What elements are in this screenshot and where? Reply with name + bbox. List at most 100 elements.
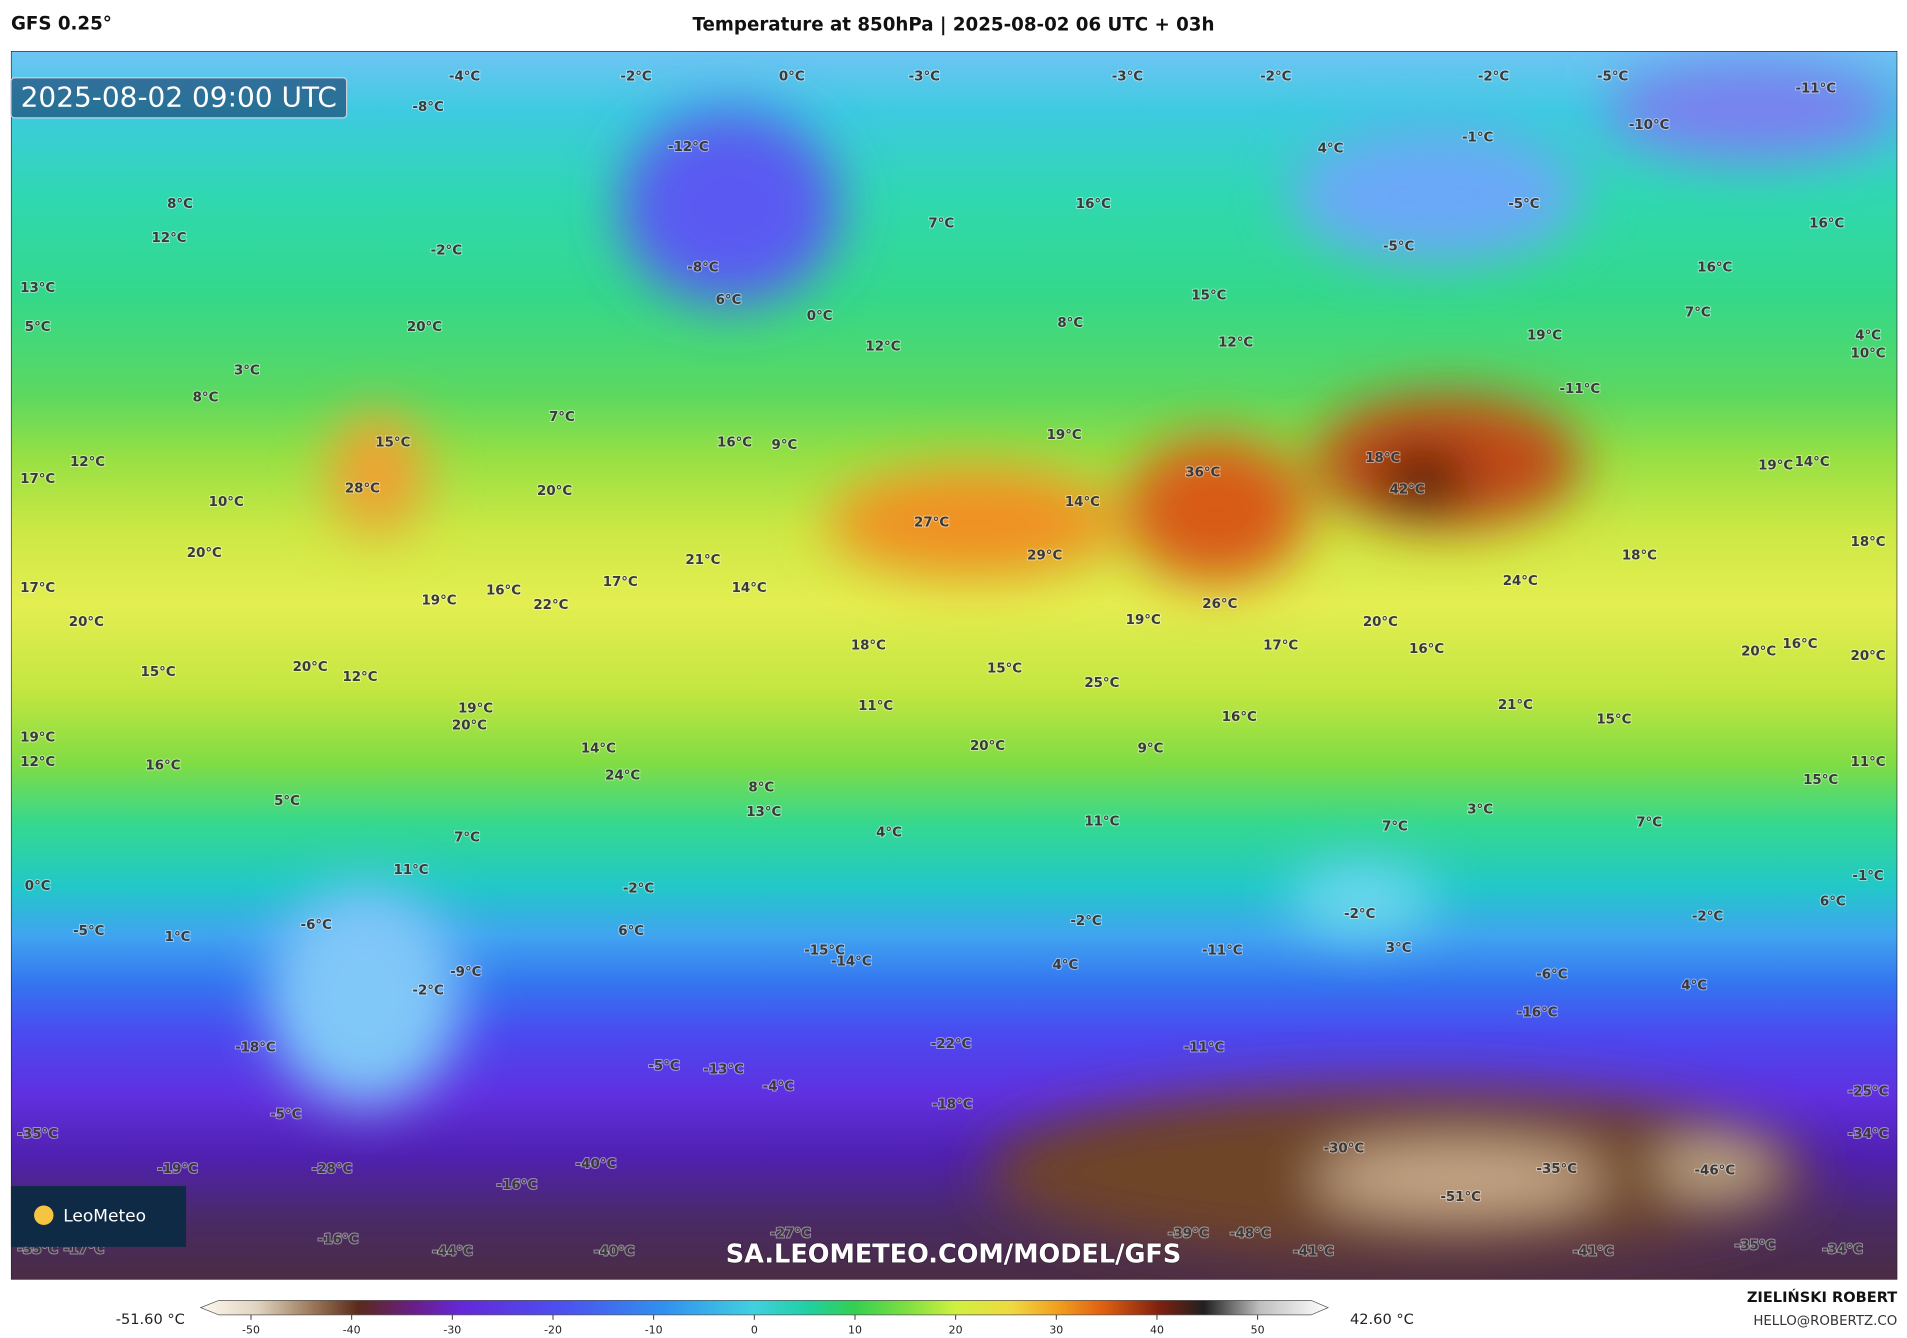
temperature-label: -48°C [1230, 1226, 1271, 1241]
colorbar-tick-label: 50 [1251, 1324, 1265, 1337]
temperature-label: -16°C [497, 1178, 538, 1193]
temperature-label: -6°C [1536, 968, 1567, 983]
temperature-label: -16°C [1517, 1005, 1558, 1020]
temperature-label: -5°C [648, 1059, 679, 1074]
temperature-label: -25°C [1848, 1084, 1889, 1099]
temperature-label: 9°C [772, 438, 798, 453]
temperature-label: 8°C [748, 780, 774, 795]
temperature-label: -30°C [1324, 1141, 1365, 1156]
temperature-label: 7°C [1382, 819, 1408, 834]
temperature-label: 24°C [1503, 574, 1538, 589]
temperature-label: 16°C [1782, 637, 1817, 652]
temperature-label: 14°C [581, 742, 616, 757]
temperature-label: 19°C [20, 731, 55, 746]
temperature-label: 16°C [145, 759, 180, 774]
temperature-label: 16°C [1409, 642, 1444, 657]
temperature-label: -14°C [831, 954, 872, 969]
temperature-label: 0°C [25, 879, 51, 894]
colorbar-tick-label: -20 [544, 1324, 562, 1337]
temperature-label: -34°C [1822, 1242, 1863, 1257]
temperature-label: 36°C [1185, 466, 1220, 481]
temperature-label: -40°C [594, 1245, 635, 1260]
temperature-label: 24°C [605, 768, 640, 783]
logo-sun [34, 1205, 54, 1225]
temperature-label: 0°C [779, 70, 805, 85]
temperature-label: 5°C [25, 320, 51, 335]
temperature-label: -9°C [450, 965, 481, 980]
temperature-label: 6°C [716, 293, 742, 308]
temperature-label: -8°C [412, 100, 443, 115]
temperature-label: 19°C [458, 701, 493, 716]
temperature-label: -39°C [1168, 1226, 1209, 1241]
temperature-label: 20°C [452, 719, 487, 734]
temperature-label: 15°C [1191, 288, 1226, 303]
temperature-label: 27°C [914, 516, 949, 531]
temperature-label: 17°C [603, 575, 638, 590]
temperature-label: 21°C [1498, 698, 1533, 713]
temperature-label: 18°C [1851, 535, 1886, 550]
temperature-field [10, 51, 1898, 1280]
temperature-label: 16°C [1076, 197, 1111, 212]
temperature-label: 10°C [209, 495, 244, 510]
temperature-label: 11°C [1851, 755, 1886, 770]
colorbar-tick-label: 20 [949, 1324, 963, 1337]
temperature-label: 26°C [1202, 597, 1237, 612]
colorbar-tick-label: -40 [343, 1324, 361, 1337]
temperature-label: 11°C [394, 863, 429, 878]
temperature-label: -28°C [312, 1162, 353, 1177]
temperature-label: 22°C [533, 598, 568, 613]
temperature-label: -22°C [931, 1037, 972, 1052]
temperature-label: 16°C [1809, 217, 1844, 232]
temperature-label: 17°C [1263, 638, 1298, 653]
temperature-label: 3°C [1467, 802, 1493, 817]
temperature-label: -2°C [412, 983, 443, 998]
temperature-label: 6°C [618, 924, 644, 939]
temperature-label: -16°C [318, 1233, 359, 1248]
temperature-label: -3°C [909, 70, 940, 85]
temperature-label: 7°C [928, 217, 954, 232]
temperature-label: -11°C [1202, 943, 1243, 958]
temperature-label: -3°C [1112, 70, 1143, 85]
temperature-label: -18°C [932, 1098, 973, 1113]
temperature-label: -11°C [1184, 1041, 1225, 1056]
temperature-label: 15°C [141, 665, 176, 680]
temperature-label: 12°C [865, 339, 900, 354]
temperature-label: 19°C [1758, 458, 1793, 473]
temperature-label: -5°C [73, 924, 104, 939]
temperature-label: 8°C [167, 197, 193, 212]
temperature-label: 29°C [1027, 548, 1062, 563]
temperature-label: -12°C [668, 140, 709, 155]
temperature-label: 20°C [1851, 649, 1886, 664]
temperature-label: -2°C [620, 70, 651, 85]
temperature-label: 42°C [1390, 483, 1425, 498]
temperature-label: 21°C [685, 553, 720, 568]
temperature-label: 19°C [1047, 428, 1082, 443]
colorbar-tick-label: -50 [242, 1324, 260, 1337]
temperature-label: 4°C [1855, 328, 1881, 343]
temperature-label: 1°C [165, 930, 191, 945]
temperature-label: -51°C [1440, 1190, 1481, 1205]
temperature-label: 7°C [1636, 816, 1662, 831]
temperature-label: 14°C [732, 581, 767, 596]
author-email: HELLO@ROBERTZ.CO [1753, 1314, 1897, 1329]
temperature-label: 28°C [345, 482, 380, 497]
author-name: ZIELIŃSKI ROBERT [1747, 1289, 1897, 1306]
temperature-label: 12°C [20, 755, 55, 770]
temperature-label: 20°C [69, 615, 104, 630]
temperature-label: 17°C [20, 581, 55, 596]
colorbar-max: 42.60 °C [1350, 1311, 1414, 1328]
temperature-label: 4°C [1052, 958, 1078, 973]
timestamp: 2025-08-02 09:00 UTC [21, 80, 337, 113]
logo-text: LeoMeteo [63, 1206, 146, 1226]
temperature-labels: -4°C -2°C 0°C -3°C -3°C -2°C -2°C -5°C -11°C -8°C… [16, 69, 1889, 1261]
watermark[interactable]: SA.LEOMETEO.COM/MODEL/GFS [725, 1239, 1182, 1270]
temperature-label: -44°C [432, 1245, 473, 1260]
temperature-label: 20°C [1741, 644, 1776, 659]
temperature-label: -2°C [1070, 914, 1101, 929]
temperature-label: 18°C [1365, 451, 1400, 466]
temperature-label: 20°C [970, 739, 1005, 754]
temperature-label: 19°C [422, 593, 457, 608]
temperature-label: 7°C [1685, 305, 1711, 320]
temperature-label: 20°C [187, 546, 222, 561]
